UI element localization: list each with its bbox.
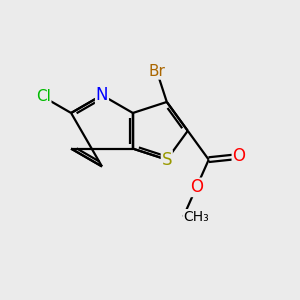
- Text: N: N: [96, 86, 108, 104]
- Text: Br: Br: [148, 64, 165, 79]
- Text: S: S: [161, 151, 172, 169]
- Text: Cl: Cl: [36, 89, 51, 104]
- Text: CH₃: CH₃: [183, 210, 209, 224]
- Text: O: O: [190, 178, 203, 196]
- Text: O: O: [232, 148, 245, 166]
